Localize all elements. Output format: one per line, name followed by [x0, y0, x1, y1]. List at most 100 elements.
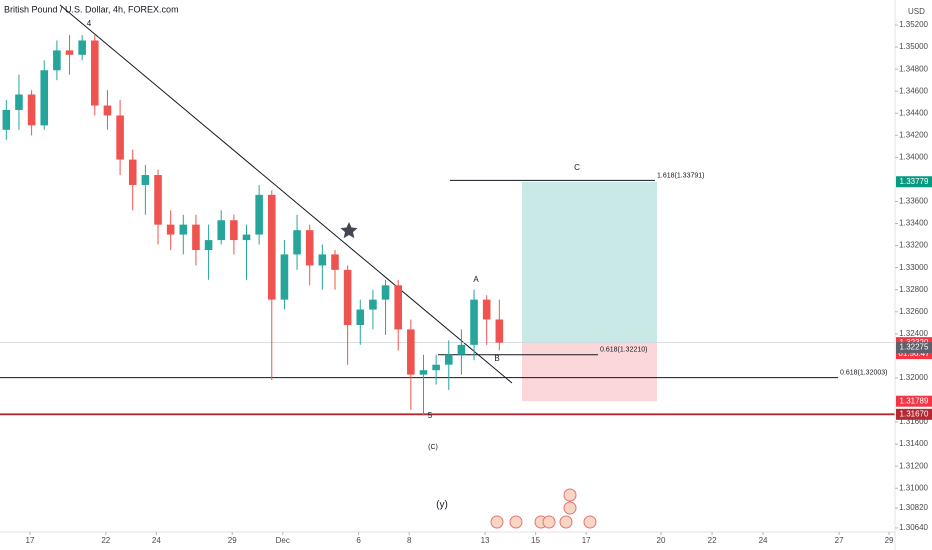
candle-body [457, 344, 466, 355]
y-tick-label: 1.31600 [899, 417, 928, 426]
x-tick-label: 20 [657, 536, 666, 545]
y-tick-label: 1.33200 [899, 241, 928, 250]
x-tick-label: 24 [152, 536, 161, 545]
candle-body [482, 299, 491, 320]
candle-body [255, 194, 263, 235]
axes: 1.35200 1.35000 1.34800 1.34600 1.34400 1.342… [26, 20, 932, 545]
price-badge [896, 408, 932, 420]
event-icon[interactable] [583, 515, 597, 529]
candle-body [141, 175, 150, 185]
y-tick-label: 1.33600 [899, 197, 928, 206]
candle-body [27, 94, 36, 126]
x-tick-label: 8 [407, 536, 412, 545]
wave-label: (y) [436, 500, 448, 511]
trend-line [59, 4, 513, 384]
y-unit: USD [908, 7, 925, 16]
candle-body [166, 224, 175, 235]
fib-level-label: 0.618(1.32210) [600, 347, 647, 354]
y-tick-label: 1.34000 [899, 152, 928, 161]
event-icon[interactable] [563, 488, 577, 502]
candle-body [230, 220, 238, 241]
candle-body [192, 224, 200, 251]
price-badge-label: 1.33779 [900, 177, 929, 186]
candle-body [116, 115, 124, 160]
price-badge [896, 176, 932, 188]
candle-body [280, 254, 289, 300]
star-icon [340, 222, 358, 239]
x-tick-label: 22 [708, 536, 717, 545]
x-tick-label: 13 [481, 536, 490, 545]
candle-body [267, 194, 276, 300]
x-tick-label: 22 [101, 536, 110, 545]
y-tick-label: 1.33400 [899, 219, 928, 228]
candle-body [78, 40, 86, 55]
y-tick-label: 1.33000 [899, 263, 928, 272]
candle-body [204, 240, 213, 251]
price-badge [896, 342, 932, 354]
candle-body [65, 50, 74, 55]
x-tick-label: 17 [582, 536, 591, 545]
price-badge-label: 1.32275 [900, 343, 929, 352]
wave-label: 4 [87, 19, 92, 28]
y-tick-label: 1.32800 [899, 285, 928, 294]
y-tick-label: 1.30640 [899, 523, 928, 532]
y-tick-label: 1.34600 [899, 86, 928, 95]
event-icon[interactable] [509, 515, 523, 529]
price-badge-label: 1.31789 [900, 396, 929, 405]
wave-label: A [473, 275, 479, 284]
candle-body [15, 94, 23, 110]
candle-body [318, 254, 327, 266]
y-tick-label: 1.35200 [899, 20, 928, 29]
stop-zone [522, 343, 657, 402]
event-icon[interactable] [490, 515, 504, 529]
y-tick-label: 1.31000 [899, 483, 928, 492]
candle-body [356, 309, 365, 326]
price-badge [896, 395, 932, 407]
wave-label: C [574, 163, 580, 172]
event-icon[interactable] [563, 501, 577, 515]
y-tick-label: 1.31400 [899, 439, 928, 448]
event-icons [490, 488, 597, 529]
y-tick-label: 1.34800 [899, 64, 928, 73]
candle-body [432, 364, 440, 371]
chart-title: British Pound / U.S. Dollar, 4h, FOREX.c… [4, 4, 179, 14]
event-icon[interactable] [559, 515, 573, 529]
x-tick-label: 29 [885, 536, 894, 545]
wave-label: B [494, 354, 499, 363]
fib-level-label: 1.618(1.33791) [657, 172, 704, 179]
plot-area: 1.618(1.33791) 0.618(1.32210) 0.618(1.3200… [0, 4, 895, 511]
price-badge-label: 1.31670 [900, 409, 929, 418]
candle-body [343, 269, 352, 326]
candle-body [407, 329, 415, 375]
y-tick-label: 1.31200 [899, 461, 928, 470]
candle-body [394, 285, 402, 330]
wave-label: 5 [428, 411, 433, 420]
x-tick-label: 6 [356, 536, 361, 545]
wave-label: (C) [428, 444, 438, 451]
x-tick-label: 17 [26, 536, 35, 545]
y-tick-label: 1.32600 [899, 307, 928, 316]
y-tick-label: 1.34200 [899, 130, 928, 139]
y-tick-label: 1.32000 [899, 373, 928, 382]
y-tick-label: 1.35000 [899, 42, 928, 51]
candle-body [242, 234, 251, 241]
x-tick-label: 29 [228, 536, 237, 545]
candle-body [179, 224, 188, 235]
candle-body [381, 285, 390, 300]
candle-body [369, 299, 377, 310]
x-tick-label: Dec [276, 536, 290, 545]
y-tick-label: 1.34400 [899, 108, 928, 117]
x-tick-label: 24 [759, 536, 768, 545]
candle-body [293, 230, 301, 255]
candle-body [495, 319, 504, 343]
candle-body [331, 254, 339, 270]
candle-body [128, 159, 137, 185]
target-zone [522, 181, 657, 344]
candle-body [444, 354, 453, 365]
fib-level-label: 0.618(1.32003) [840, 369, 887, 376]
event-icon[interactable] [542, 515, 556, 529]
candle-body [470, 299, 478, 345]
candle-body [91, 40, 99, 106]
